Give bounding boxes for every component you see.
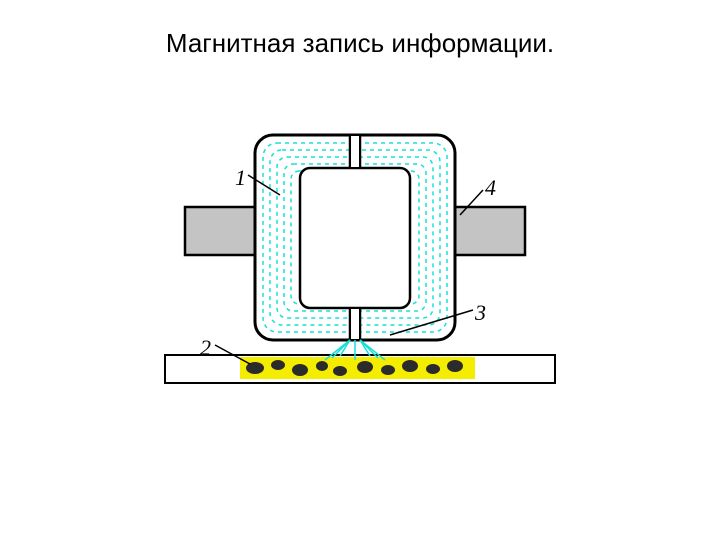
label-3: 3	[475, 300, 486, 326]
page-title: Магнитная запись информации.	[0, 28, 720, 59]
label-1: 1	[235, 165, 246, 191]
magnetic-recording-diagram: 1 2 3 4	[150, 120, 570, 440]
fringe-field	[325, 340, 385, 360]
label-4: 4	[485, 175, 496, 201]
core-bot-gap	[351, 309, 359, 339]
label-2: 2	[200, 335, 211, 361]
diagram-svg	[150, 120, 570, 440]
core-inner	[300, 168, 410, 308]
core-top-gap	[351, 136, 359, 167]
